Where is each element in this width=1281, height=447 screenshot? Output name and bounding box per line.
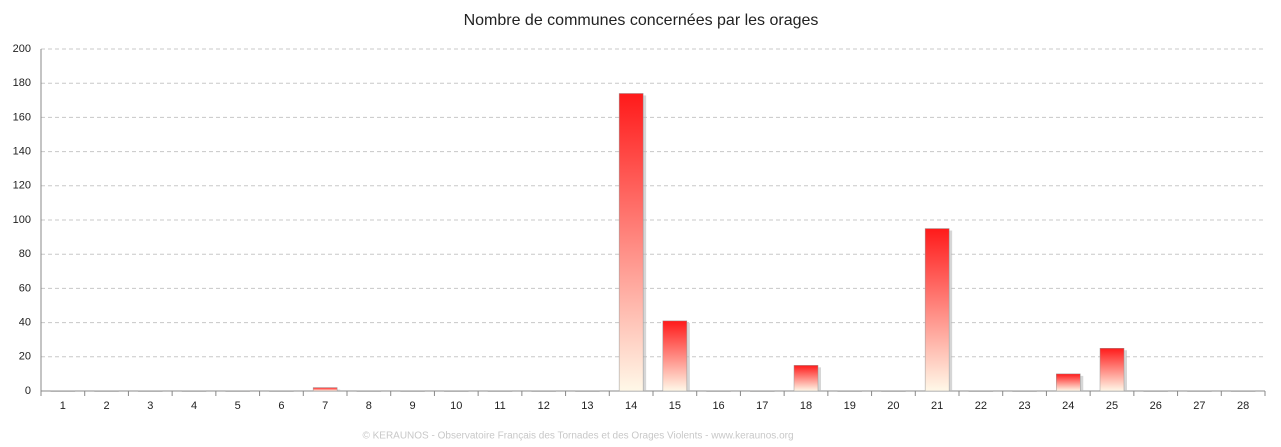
bar <box>50 390 76 392</box>
bar <box>356 390 382 392</box>
x-tick-label: 5 <box>235 400 241 412</box>
x-tick-label: 2 <box>104 400 110 412</box>
bar <box>487 390 513 392</box>
x-tick-label: 12 <box>538 400 550 412</box>
bar <box>968 390 994 392</box>
y-tick-label: 180 <box>13 77 31 89</box>
x-tick-label: 6 <box>278 400 284 412</box>
bar <box>1099 348 1125 392</box>
bar <box>225 390 250 392</box>
x-tick-label: 17 <box>756 400 768 412</box>
bar <box>1143 390 1168 392</box>
bar <box>618 93 644 392</box>
x-tick-label: 15 <box>669 400 681 412</box>
x-tick-label: 22 <box>975 400 987 412</box>
x-tick-label: 16 <box>712 400 724 412</box>
y-tick-label: 120 <box>13 180 31 192</box>
bar <box>750 390 775 392</box>
bar <box>312 387 338 392</box>
bar <box>444 390 469 392</box>
y-tick-label: 200 <box>13 43 31 55</box>
y-tick-label: 160 <box>13 111 31 123</box>
bar <box>1230 390 1256 392</box>
bar <box>531 390 556 392</box>
x-tick-label: 18 <box>800 400 812 412</box>
footer: © KERAUNOS - Observatoire Français des T… <box>362 431 793 442</box>
x-tick-label: 25 <box>1106 400 1118 412</box>
x-tick-label: 11 <box>494 400 505 412</box>
bar <box>1056 373 1081 392</box>
x-tick-label: 10 <box>450 400 462 412</box>
x-tick-label: 14 <box>625 400 637 412</box>
y-tick-label: 0 <box>25 385 31 397</box>
x-tick-label: 28 <box>1237 400 1249 412</box>
bar <box>269 390 294 392</box>
bar <box>1187 390 1212 392</box>
x-tick-label: 19 <box>844 400 856 412</box>
x-tick-label: 23 <box>1018 400 1030 412</box>
x-tick-label: 27 <box>1193 400 1205 412</box>
bar <box>662 320 688 392</box>
bar <box>138 390 163 392</box>
y-tick-label: 60 <box>19 282 31 294</box>
x-tick-label: 13 <box>581 400 593 412</box>
bar <box>793 365 819 392</box>
y-tick-label: 40 <box>19 317 31 329</box>
y-tick-label: 140 <box>13 146 31 158</box>
x-tick-label: 24 <box>1062 400 1074 412</box>
bar <box>94 390 119 392</box>
y-tick-label: 20 <box>19 351 31 363</box>
x-tick-label: 3 <box>147 400 153 412</box>
bar <box>837 390 862 392</box>
y-tick-label: 100 <box>13 214 31 226</box>
x-tick-label: 7 <box>322 400 328 412</box>
y-tick-label: 80 <box>19 248 31 260</box>
bar <box>924 228 950 392</box>
bar <box>706 390 731 392</box>
chart-title: Nombre de communes concernées par les or… <box>464 12 819 29</box>
x-tick-label: 8 <box>366 400 372 412</box>
x-tick-label: 4 <box>191 400 197 412</box>
bar <box>400 390 425 392</box>
x-tick-label: 26 <box>1150 400 1162 412</box>
bar <box>881 390 906 392</box>
bar <box>181 390 207 392</box>
bar <box>1012 390 1037 392</box>
x-tick-label: 21 <box>931 400 943 412</box>
bar <box>575 390 600 392</box>
x-tick-label: 9 <box>410 400 416 412</box>
x-tick-label: 1 <box>60 400 66 412</box>
x-tick-label: 20 <box>887 400 899 412</box>
